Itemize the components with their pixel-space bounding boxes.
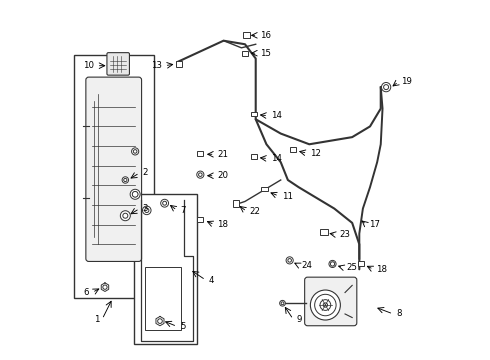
Bar — [243, 32, 250, 38]
Text: 14: 14 — [271, 111, 282, 120]
Circle shape — [310, 290, 341, 320]
Circle shape — [198, 173, 202, 176]
Text: 24: 24 — [301, 261, 313, 270]
Circle shape — [121, 211, 130, 221]
FancyBboxPatch shape — [305, 277, 357, 326]
Circle shape — [286, 257, 293, 264]
Bar — [290, 147, 296, 152]
Text: 21: 21 — [218, 150, 228, 159]
Circle shape — [123, 179, 127, 181]
Circle shape — [280, 300, 285, 306]
Text: 16: 16 — [260, 31, 271, 40]
Text: 4: 4 — [209, 275, 214, 284]
Bar — [197, 151, 203, 156]
Circle shape — [145, 208, 149, 212]
FancyBboxPatch shape — [107, 53, 129, 75]
Text: 17: 17 — [369, 220, 380, 229]
Bar — [74, 55, 154, 298]
Circle shape — [103, 285, 107, 289]
Circle shape — [288, 258, 292, 262]
Circle shape — [123, 213, 128, 218]
Circle shape — [133, 150, 137, 153]
Bar — [319, 229, 327, 235]
Circle shape — [163, 201, 167, 205]
Text: 1: 1 — [94, 315, 99, 324]
Circle shape — [323, 303, 327, 307]
Circle shape — [330, 262, 335, 266]
Text: 11: 11 — [282, 192, 293, 201]
Circle shape — [281, 302, 284, 305]
Bar — [358, 261, 364, 266]
Text: 25: 25 — [346, 263, 357, 272]
Text: 7: 7 — [180, 206, 186, 215]
Text: 9: 9 — [296, 315, 301, 324]
Circle shape — [315, 294, 336, 316]
Text: 23: 23 — [339, 230, 350, 239]
Bar — [197, 217, 203, 222]
Circle shape — [130, 189, 140, 199]
Bar — [262, 186, 268, 191]
Circle shape — [143, 206, 151, 215]
Circle shape — [320, 300, 331, 310]
Bar — [242, 51, 248, 55]
Circle shape — [384, 85, 389, 90]
Circle shape — [158, 319, 162, 323]
Circle shape — [122, 177, 128, 183]
Text: 6: 6 — [84, 288, 89, 297]
Bar — [233, 200, 239, 207]
Circle shape — [161, 199, 169, 207]
Bar — [251, 154, 257, 159]
Circle shape — [133, 192, 138, 197]
Text: 5: 5 — [180, 322, 186, 331]
Text: 15: 15 — [260, 49, 271, 58]
Bar — [251, 112, 257, 116]
Text: 13: 13 — [151, 61, 162, 70]
Bar — [145, 266, 181, 330]
Circle shape — [331, 262, 334, 266]
Text: 20: 20 — [218, 171, 228, 180]
Text: 2: 2 — [143, 168, 148, 177]
Bar — [176, 61, 182, 67]
Circle shape — [381, 82, 391, 92]
Text: 10: 10 — [83, 61, 94, 70]
Text: 3: 3 — [143, 204, 148, 213]
Circle shape — [329, 260, 336, 267]
Circle shape — [132, 148, 139, 155]
Text: 18: 18 — [218, 220, 228, 229]
Text: 19: 19 — [401, 77, 413, 86]
Text: 12: 12 — [310, 149, 321, 158]
Text: 18: 18 — [376, 265, 388, 274]
FancyBboxPatch shape — [86, 77, 142, 261]
Text: 8: 8 — [396, 310, 402, 319]
Text: 22: 22 — [249, 207, 261, 216]
Text: 14: 14 — [271, 154, 282, 163]
Circle shape — [197, 171, 204, 178]
Bar — [134, 194, 197, 344]
Circle shape — [132, 192, 138, 197]
